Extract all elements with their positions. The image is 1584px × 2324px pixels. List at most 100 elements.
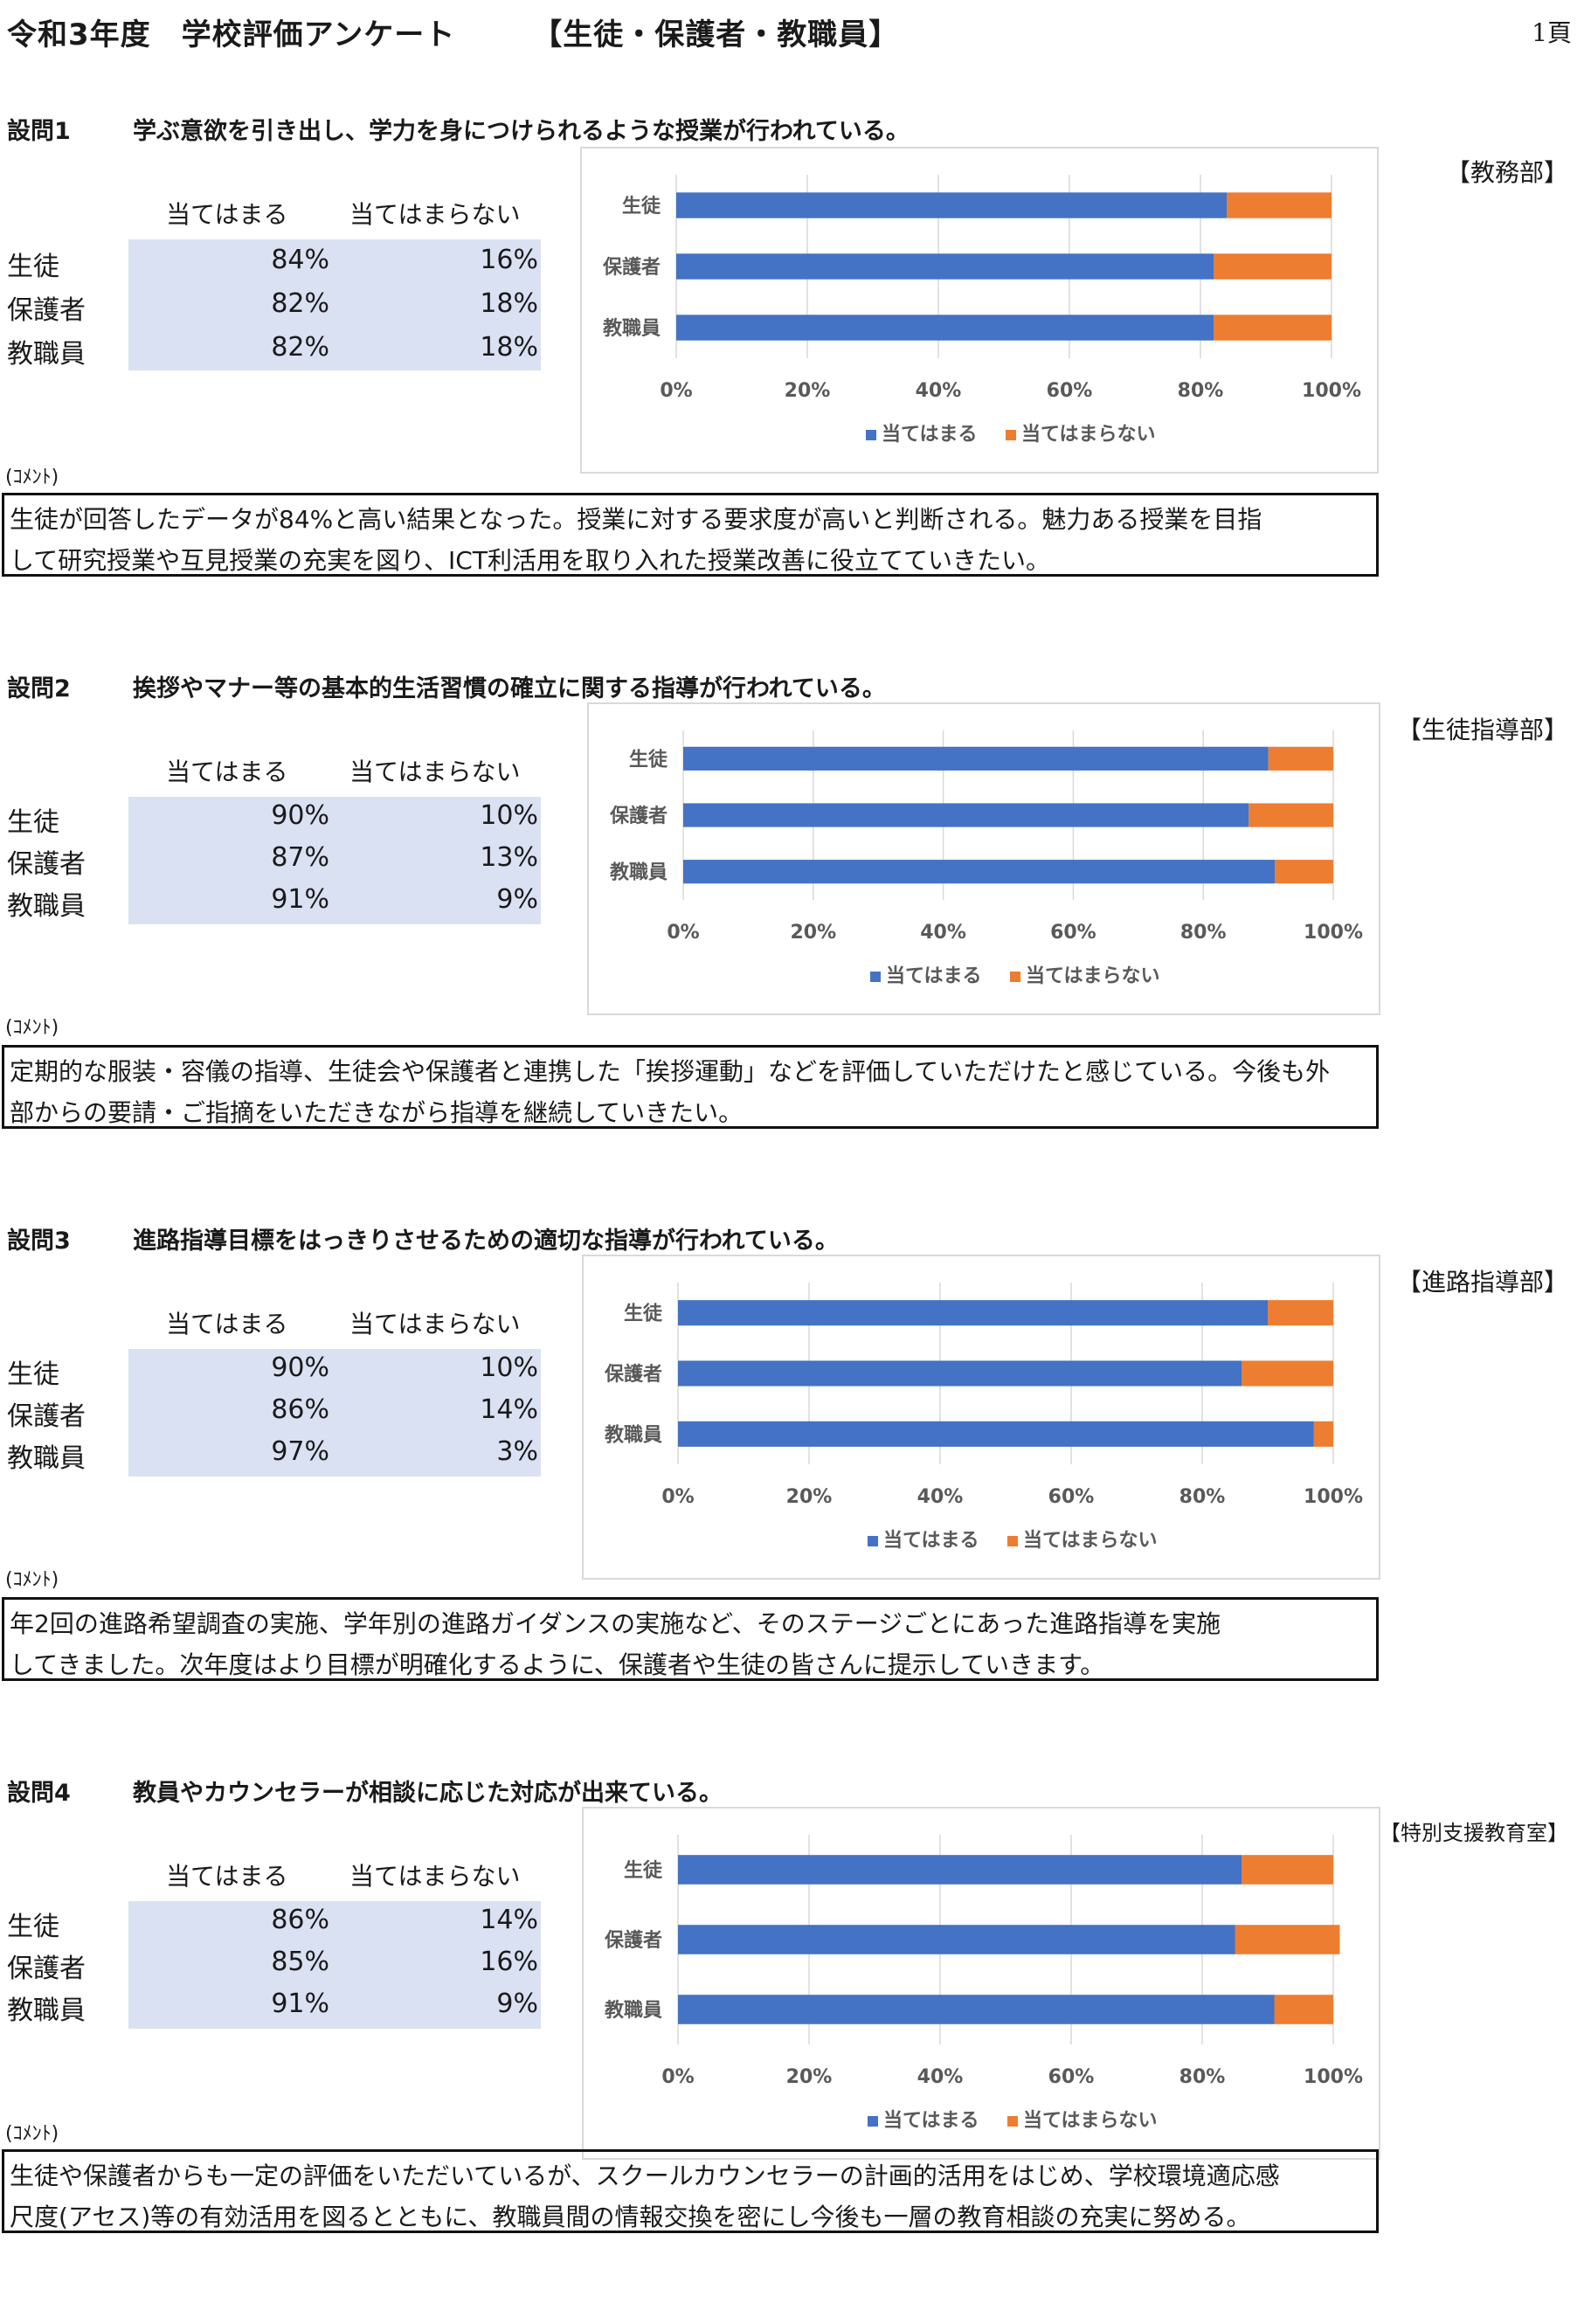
tick-label: 80% [1179,1486,1226,1508]
column-header-no: 当てはまらない [349,1310,521,1338]
column-header-yes: 当てはまる [166,200,288,229]
result-table: 当てはまる 当てはまらない 生徒 86% 14% 保護者 85% 16% 教職員… [0,1857,543,2032]
category-label: 保護者 [604,1929,662,1952]
table-row: 保護者 86% 14% [0,1389,543,1433]
column-header-no: 当てはまらない [349,757,521,786]
question-number: 設問3 [7,1228,71,1255]
bar-segment [683,746,1269,771]
bar-segment [676,315,1214,341]
legend-swatch [868,1536,878,1546]
comment-box: 定期的な服装・容儀の指導、生徒会や保護者と連携した「挨拶運動」などを評価していた… [2,1045,1379,1129]
value-no: 16% [480,1947,538,1977]
bar-segment [1227,192,1332,218]
legend-label: 当てはまる [882,424,978,446]
tick-label: 0% [660,380,692,402]
row-label: 教職員 [7,339,86,370]
value-no: 13% [480,842,538,873]
result-table: 当てはまる 当てはまらない 生徒 84% 16% 保護者 82% 18% 教職員… [0,196,543,370]
legend-swatch [870,972,881,982]
value-yes: 97% [271,1436,329,1467]
result-table: 当てはまる 当てはまらない 生徒 90% 10% 保護者 86% 14% 教職員… [0,1305,543,1480]
value-no: 14% [480,1394,538,1425]
table-row: 生徒 86% 14% [0,1899,543,1943]
legend-swatch [1007,2116,1018,2127]
column-header-yes: 当てはまる [166,1310,288,1338]
value-no: 3% [496,1436,538,1467]
category-label: 生徒 [622,195,661,218]
question-text: 挨拶やマナー等の基本的生活習慣の確立に関する指導が行われている。 [133,675,886,702]
table-row: 保護者 85% 16% [0,1941,543,1985]
chart-container: 0% 20% 40% 60% 80% 100% 生徒 保護者 教職員 当てはまる 当てはまらない [587,702,1380,1015]
bar-segment [1242,1855,1333,1885]
row-label: 教職員 [7,891,86,922]
column-header-yes: 当てはまる [166,1862,288,1891]
bar-segment [676,253,1214,280]
tick-label: 60% [1047,380,1093,402]
bar-segment [676,192,1227,218]
table-row: 教職員 91% 9% [0,879,543,923]
chart-container: 0% 20% 40% 60% 80% 100% 生徒 保護者 教職員 当てはまる 当てはまらない [580,147,1379,474]
comment-label: (ｺﾒﾝﾄ) [5,2123,59,2145]
chart-container: 0% 20% 40% 60% 80% 100% 生徒 保護者 教職員 当てはまる 当てはまらない [582,1807,1380,2160]
legend-label: 当てはまる [883,1530,979,1552]
legend-label: 当てはまらない [1023,1530,1158,1552]
department-label: 【教務部】 [1445,158,1568,187]
comment-line: 尺度(アセス)等の有効活用を図るとともに、教職員間の情報交換を密にし今後も一層の… [10,2203,1251,2231]
tick-label: 60% [1048,2066,1095,2088]
bar-segment [678,1300,1268,1326]
legend-swatch [1006,430,1016,440]
bar-segment [1249,803,1333,827]
tick-label: 100% [1304,2066,1363,2088]
value-no: 10% [480,800,538,831]
value-no: 14% [480,1905,538,1935]
question-section-2: 設問2 挨拶やマナー等の基本的生活習慣の確立に関する指導が行われている。 【生徒… [0,669,1584,1220]
value-yes: 87% [271,842,329,873]
table-shade [128,239,541,370]
legend-label: 当てはまらない [1021,424,1156,446]
tick-label: 40% [917,1486,964,1508]
tick-label: 60% [1048,1486,1095,1508]
department-label: 【特別支援教育室】 [1380,1821,1568,1845]
result-table: 当てはまる 当てはまらない 生徒 90% 10% 保護者 87% 13% 教職員… [0,753,543,928]
value-no: 9% [496,884,538,915]
table-row: 教職員 91% 9% [0,1983,543,2027]
comment-line: 部からの要請・ご指摘をいただきながら指導を継続していきたい。 [10,1098,744,1127]
comment-label: (ｺﾒﾝﾄ) [5,1569,59,1591]
table-row: 教職員 82% 18% [0,327,543,370]
tick-label: 40% [920,922,966,944]
page-title: 令和3年度 学校評価アンケート 【生徒・保護者・教職員】 [7,17,900,52]
question-text: 学ぶ意欲を引き出し、学力を身につけられるような授業が行われている。 [133,118,910,145]
comment-line: 年2回の進路希望調査の実施、学年別の進路ガイダンスの実施など、そのステージごとに… [10,1609,1221,1638]
bar-segment [1242,1360,1333,1387]
column-header-no: 当てはまらない [349,200,521,229]
value-yes: 85% [271,1947,329,1977]
comment-line: して研究授業や互見授業の充実を図り、ICT利活用を取り入れた授業改善に役立ててい… [10,546,1050,575]
bar-segment [683,803,1249,827]
comment-line: 生徒や保護者からも一定の評価をいただいているが、スクールカウンセラーの計画的活用… [10,2161,1280,2190]
table-shade [128,797,541,924]
tick-label: 40% [916,380,962,402]
category-label: 教職員 [610,861,667,884]
value-yes: 90% [271,800,329,831]
legend-label: 当てはまらない [1026,965,1160,987]
bar-segment [678,1925,1235,1954]
question-section-1: 設問1 学ぶ意欲を引き出し、学力を身につけられるような授業が行われている。 【教… [0,112,1584,662]
value-no: 18% [480,288,538,319]
tick-label: 20% [790,922,836,944]
table-row: 生徒 84% 16% [0,239,543,283]
row-label: 生徒 [7,252,59,282]
comment-line: してきました。次年度はより目標が明確化するように、保護者や生徒の皆さんに提示して… [10,1650,1105,1679]
chart-container: 0% 20% 40% 60% 80% 100% 生徒 保護者 教職員 当てはまる 当てはまらない [582,1255,1380,1580]
bar-segment [1235,1925,1340,1954]
row-label: 教職員 [7,1443,86,1474]
tick-label: 80% [1179,2066,1226,2088]
legend-swatch [866,430,876,440]
legend-label: 当てはまらない [1023,2110,1158,2132]
tick-label: 40% [917,2066,964,2088]
tick-label: 0% [661,2066,694,2088]
question-text: 教員やカウンセラーが相談に応じた対応が出来ている。 [133,1780,723,1807]
category-label: 保護者 [604,1363,662,1386]
value-yes: 82% [271,332,329,363]
